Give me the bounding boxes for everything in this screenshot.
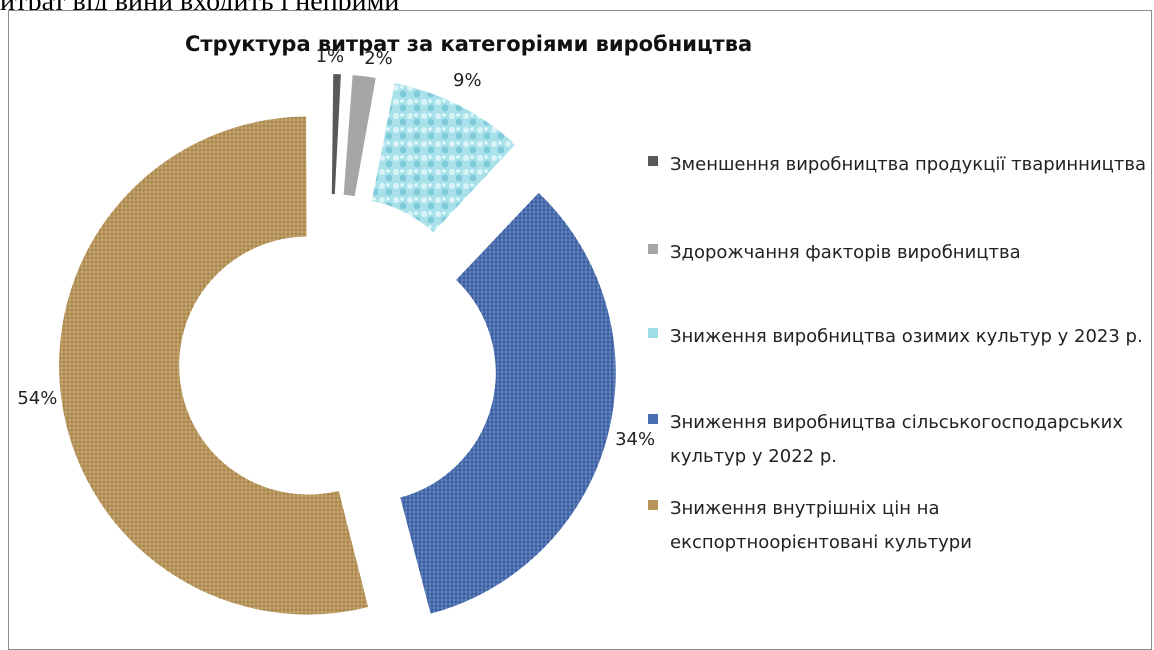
donut-chart xyxy=(57,72,618,616)
donut-slice xyxy=(57,114,371,616)
legend-label: Зниження виробництва сільськогосподарськ… xyxy=(670,412,1123,467)
slice-percent-label: 2% xyxy=(364,48,393,70)
legend-label: Зниження внутрішніх цін на експортнооріє… xyxy=(670,498,972,553)
legend-swatch xyxy=(648,328,658,338)
legend-swatch xyxy=(648,244,658,254)
legend-swatch xyxy=(648,414,658,424)
donut-slice xyxy=(397,189,618,616)
donut-slice xyxy=(369,80,518,236)
legend-swatch xyxy=(648,156,658,166)
slice-percent-label: 54% xyxy=(17,387,58,409)
slice-percent-label: 1% xyxy=(315,46,345,68)
donut-slice xyxy=(341,72,379,199)
slice-percent-label: 9% xyxy=(453,70,482,92)
legend-label: Зменшення виробництва продукції тваринни… xyxy=(670,154,1147,175)
donut-slice xyxy=(329,72,344,197)
slice-percent-label: 34% xyxy=(615,429,656,451)
legend-swatch xyxy=(648,500,658,510)
legend-label: Здорожчання факторів виробництва xyxy=(670,242,1021,263)
chart-title: Структура витрат за категоріями виробниц… xyxy=(185,32,753,56)
legend-label: Зниження виробництва озимих культур у 20… xyxy=(670,326,1143,347)
